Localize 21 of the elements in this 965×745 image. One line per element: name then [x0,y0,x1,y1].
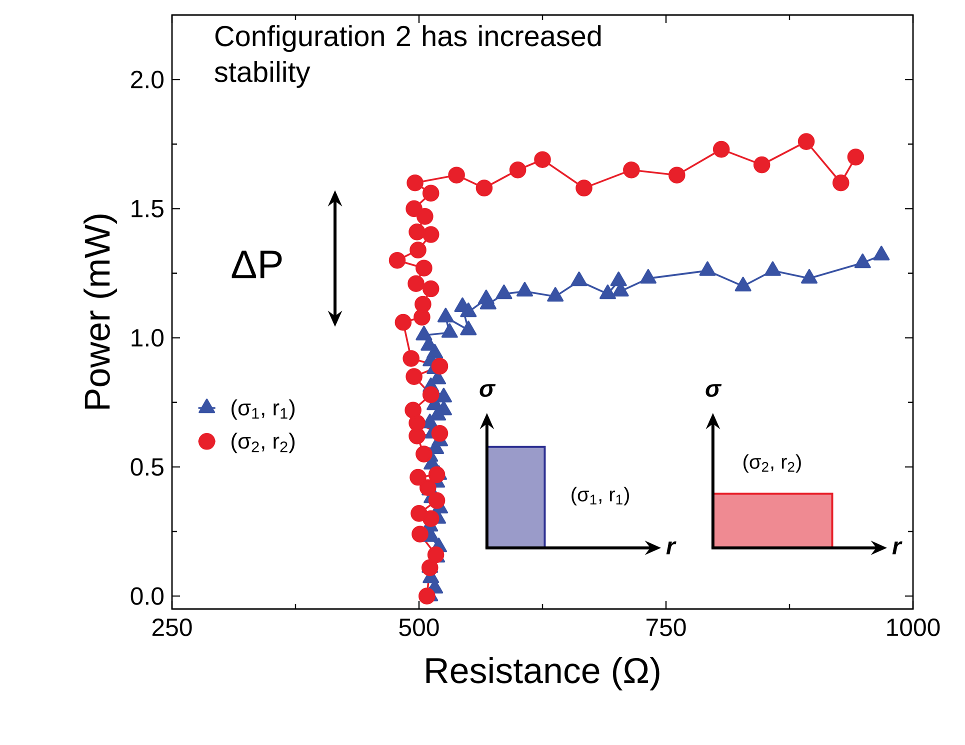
legend-label: (σ$_{1}$, r$_{1}$) [232,399,295,420]
annotation: σ [480,384,496,397]
y-tick-label: 1.5 [132,200,164,218]
y-tick-label: 0.0 [130,587,164,605]
legend-label: (σ$_{2}$, r$_{2}$) [232,432,295,454]
x-tick-label: 750 [646,618,686,636]
annotation: r [892,541,902,554]
y-tick-label: 0.5 [130,458,164,476]
x-tick-label: 500 [399,618,439,636]
annotation: ΔP [232,250,282,278]
annotation: Configuration 2 has increased stability [214,25,601,88]
y-tick-label: 2.0 [131,70,164,88]
y-tick-label: 1.0 [132,329,164,347]
annotation: r [666,541,676,554]
x-tick-label: 250 [152,618,192,636]
x-tick-label: 1000 [887,618,940,636]
y-axis-title: Power (mW) [84,214,118,409]
annotation: (σ$_{2}$, r$_{2}$) [744,454,801,473]
annotation: σ [706,384,722,397]
x-axis-title: Resistance (Ω) [426,657,660,690]
annotation: (σ$_{1}$, r$_{1}$) [572,486,629,506]
